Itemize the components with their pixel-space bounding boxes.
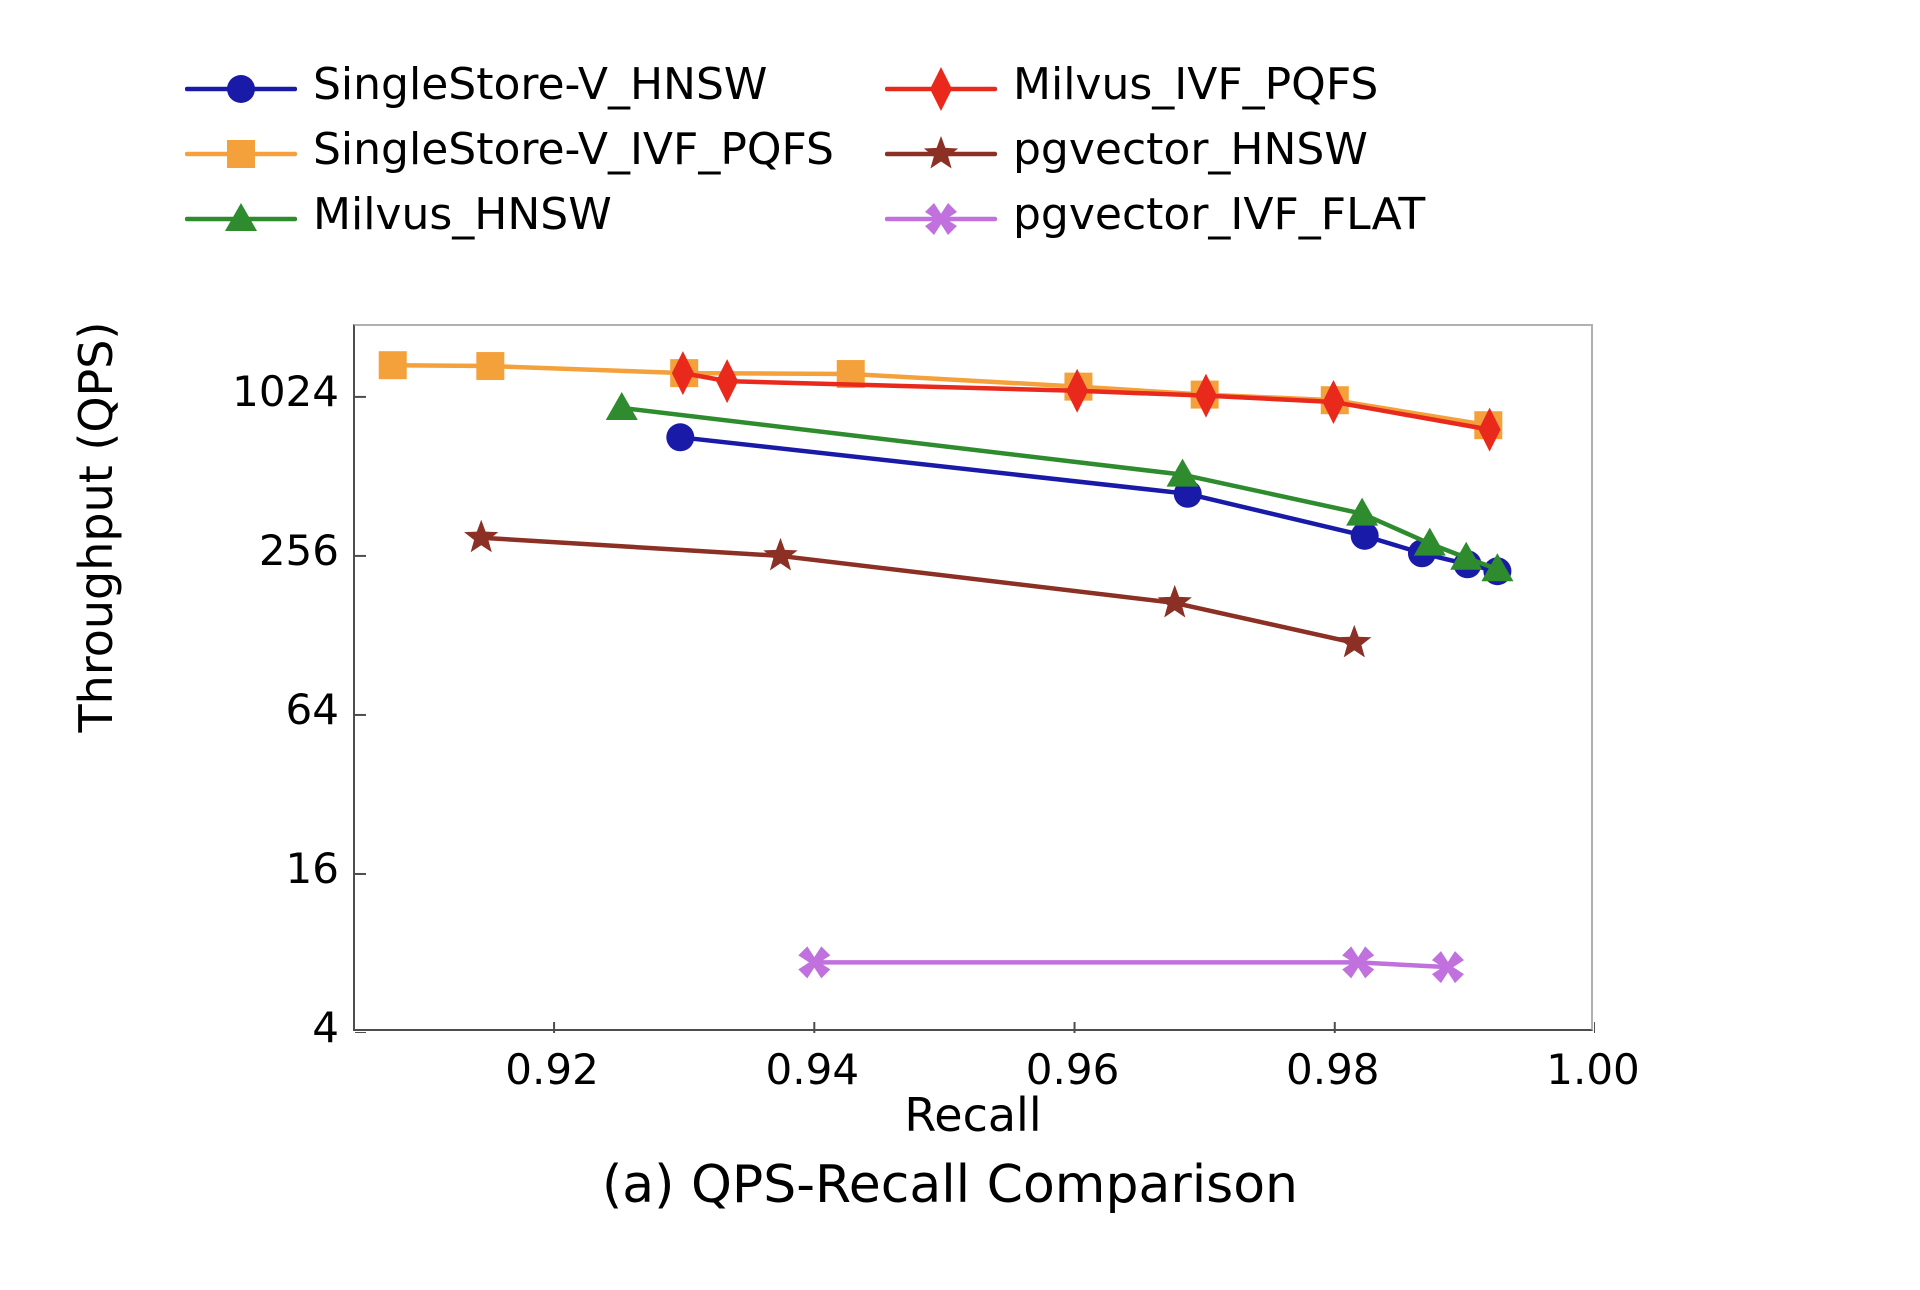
data-point-marker xyxy=(1194,373,1217,418)
data-point-marker xyxy=(923,135,959,169)
data-point-marker xyxy=(227,74,255,103)
data-point-marker xyxy=(1322,379,1345,424)
data-point-marker xyxy=(227,139,255,168)
series-SingleStore-V_HNSW xyxy=(666,423,1512,586)
data-point-marker xyxy=(1157,584,1192,618)
series-line xyxy=(478,535,1357,646)
data-point-marker xyxy=(476,352,505,381)
y-axis-label: Throughput (QPS) xyxy=(69,321,123,733)
legend-marker-x-icon xyxy=(884,195,998,235)
data-point-marker xyxy=(464,519,499,553)
legend-marker-diamond-icon xyxy=(884,65,998,111)
legend-label: SingleStore-V_IVF_PQFS xyxy=(313,123,834,175)
legend-label: pgvector_HNSW xyxy=(1013,123,1368,175)
data-point-marker xyxy=(1450,541,1483,570)
data-point-marker xyxy=(1173,479,1202,508)
figure-caption: (a) QPS-Recall Comparison xyxy=(601,1155,1299,1215)
legend-marker-circle-icon xyxy=(184,65,298,105)
series-pgvector_HNSW xyxy=(464,519,1372,658)
legend-entry-Milvus_HNSW[interactable]: Milvus_HNSW xyxy=(184,182,885,247)
data-point-marker xyxy=(1478,407,1501,452)
legend-label: SingleStore-V_HNSW xyxy=(313,58,768,110)
series-line xyxy=(678,435,1500,574)
data-point-marker xyxy=(798,946,831,979)
y-tick-label: 4 xyxy=(312,1003,339,1052)
data-point-marker xyxy=(763,537,798,571)
data-point-marker xyxy=(716,359,739,404)
data-point-marker xyxy=(1166,458,1199,487)
legend-marker-square-icon xyxy=(184,130,298,170)
y-tick-label: 1024 xyxy=(232,366,339,416)
legend-entry-SingleStore-V_HNSW[interactable]: SingleStore-V_HNSW xyxy=(184,52,885,117)
x-tick-label: 0.96 xyxy=(1025,1045,1120,1094)
y-tick-label: 256 xyxy=(258,525,339,575)
series-Milvus_IVF_PQFS xyxy=(671,351,1501,452)
data-point-marker xyxy=(1346,497,1379,526)
chart-legend: SingleStore-V_HNSW Milvus_IVF_PQFS SingleS… xyxy=(184,52,1505,247)
legend-entry-SingleStore-V_IVF_PQFS[interactable]: SingleStore-V_IVF_PQFS xyxy=(184,117,885,182)
x-tick-label: 0.98 xyxy=(1286,1045,1380,1094)
y-tick-label: 64 xyxy=(285,684,339,734)
legend-entry-pgvector_HNSW[interactable]: pgvector_HNSW xyxy=(884,117,1505,182)
data-point-marker xyxy=(666,423,695,452)
data-point-marker xyxy=(1337,624,1372,658)
legend-entry-pgvector_IVF_FLAT[interactable]: pgvector_IVF_FLAT xyxy=(884,182,1505,247)
data-point-marker xyxy=(1342,946,1375,979)
data-point-marker xyxy=(605,391,638,420)
y-tick-label: 16 xyxy=(285,843,339,893)
legend-marker-triangle-icon xyxy=(184,195,298,235)
data-point-marker xyxy=(378,351,407,380)
legend-label: Milvus_HNSW xyxy=(313,188,612,240)
legend-label: Milvus_IVF_PQFS xyxy=(1013,58,1379,110)
x-tick-label: 0.92 xyxy=(505,1045,599,1094)
data-point-marker xyxy=(671,351,694,396)
data-point-marker xyxy=(1350,521,1379,550)
legend-entry-Milvus_IVF_PQFS[interactable]: Milvus_IVF_PQFS xyxy=(884,52,1505,117)
data-point-marker xyxy=(1481,553,1514,582)
x-tick-label: 1.00 xyxy=(1546,1045,1640,1094)
legend-label: pgvector_IVF_FLAT xyxy=(1013,188,1426,240)
data-point-marker xyxy=(1431,951,1464,984)
data-point-marker xyxy=(1066,368,1089,413)
data-point-marker xyxy=(925,202,957,235)
x-axis-label: Recall xyxy=(904,1088,1042,1142)
x-tick-label: 0.94 xyxy=(765,1045,860,1094)
data-point-marker xyxy=(225,202,257,231)
data-point-marker xyxy=(930,66,952,111)
plot-series-svg xyxy=(355,351,1595,1033)
plot-area xyxy=(353,324,1595,1033)
series-Milvus_HNSW xyxy=(605,391,1514,582)
series-pgvector_IVF_FLAT xyxy=(798,946,1464,984)
legend-marker-star-icon xyxy=(884,130,998,170)
data-point-marker xyxy=(1413,527,1446,556)
